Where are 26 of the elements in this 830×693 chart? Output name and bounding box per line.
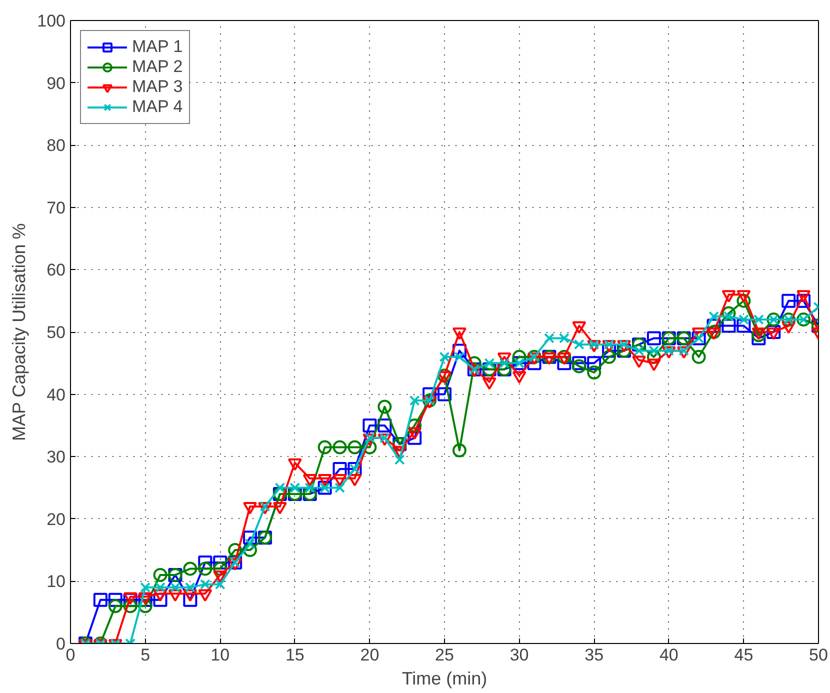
y-tick-label: 90	[46, 74, 66, 93]
x-tick-label: 15	[285, 646, 304, 664]
x-tick-label: 30	[510, 646, 529, 664]
x-tick-label: 35	[584, 646, 604, 664]
x-tick-label: 5	[140, 646, 150, 664]
legend-label: MAP 2	[132, 57, 183, 77]
x-tick-label: 45	[734, 646, 754, 664]
y-tick-label: 20	[46, 510, 66, 529]
x-tick-label: 20	[360, 646, 380, 664]
y-tick-label: 70	[46, 198, 66, 218]
y-tick-label: 100	[37, 12, 66, 30]
y-tick-label: 60	[46, 260, 66, 280]
legend-label: MAP 4	[132, 97, 183, 117]
y-axis-title: MAP Capacity Utilisation %	[9, 223, 30, 442]
x-tick-label: 25	[435, 646, 454, 664]
y-tick-label: 10	[46, 572, 66, 592]
x-axis-title: Time (min)	[402, 668, 488, 688]
y-tick-label: 50	[46, 323, 66, 342]
x-tick-label: 40	[659, 646, 678, 664]
x-tick-label: 10	[210, 646, 230, 664]
y-tick-label: 40	[46, 385, 66, 404]
y-tick-label: 80	[46, 136, 66, 156]
legend-label: MAP 3	[132, 77, 183, 97]
y-tick-label: 30	[46, 448, 66, 467]
x-tick-label: 50	[809, 646, 828, 664]
legend-label: MAP 1	[132, 37, 183, 57]
